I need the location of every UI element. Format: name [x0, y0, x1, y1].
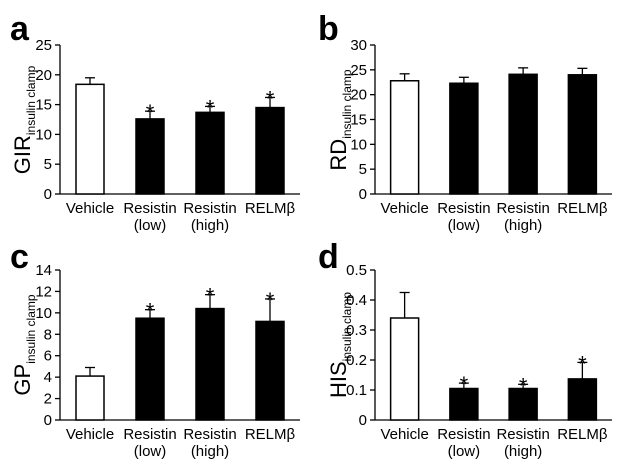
bar-relm [567, 74, 598, 195]
y-tick-label: 10 [35, 126, 52, 143]
y-tick-label: 0 [44, 412, 52, 429]
y-axis-label-subscript: insulin clamp [24, 65, 38, 135]
x-category-label-line2: (high) [504, 443, 542, 460]
y-tick-label: 0 [359, 412, 367, 429]
x-category-label-line2: (low) [134, 443, 167, 460]
x-category-label-line2: (high) [191, 217, 229, 234]
bar-resistin-high [195, 307, 225, 421]
panel-d: d HISinsulin clamp 0 0.1 0.2 0.3 0.4 0.5 Vehicle… [318, 238, 612, 460]
x-category-label: Vehicle [66, 200, 114, 217]
x-category-label: Resistin [496, 200, 549, 217]
significance-marker: * [266, 86, 275, 111]
bar-relm [255, 320, 285, 421]
bar-resistin-low [135, 317, 165, 421]
bar-relm [255, 106, 285, 195]
panel-a: a GIRinsulin clamp 0 5 10 15 20 25 Vehicle * Resis… [10, 10, 300, 234]
x-category-label-line2: (low) [448, 217, 481, 234]
significance-marker: * [519, 373, 528, 398]
y-axis-label-main: RD [326, 139, 351, 171]
bar-resistin-low [449, 387, 479, 421]
bar-relm [567, 378, 598, 421]
y-axis-label-c: GPinsulin clamp [10, 294, 38, 395]
y-tick-label: 0.1 [346, 382, 367, 399]
significance-marker: * [206, 284, 215, 309]
bar-vehicle [389, 317, 420, 421]
y-tick-label: 0.3 [346, 322, 367, 339]
y-tick-label: 25 [350, 62, 367, 79]
y-tick-label: 0.4 [346, 292, 367, 309]
x-category-label: RELMβ [557, 200, 608, 217]
significance-marker: * [460, 372, 469, 397]
panel-c: c GPinsulin clamp 0 2 4 6 8 10 12 14 Vehicle * Resis… [10, 238, 300, 460]
y-axis-label-subscript: insulin clamp [24, 294, 38, 364]
bar-resistin-low [135, 118, 165, 195]
y-tick-label: 10 [35, 305, 52, 322]
x-category-label: Resistin [496, 426, 549, 443]
y-tick-label: 0 [44, 186, 52, 203]
y-tick-label: 0.2 [346, 352, 367, 369]
y-tick-label: 14 [35, 262, 52, 279]
x-category-label: Resistin [437, 426, 490, 443]
x-category-label-line2: (low) [448, 443, 481, 460]
x-category-label: Resistin [183, 200, 236, 217]
bar-vehicle [389, 80, 420, 195]
x-category-label: Resistin [437, 200, 490, 217]
y-tick-label: 20 [35, 67, 52, 84]
significance-marker: * [146, 100, 155, 125]
y-axis-label-b: RDinsulin clamp [326, 69, 354, 170]
y-tick-label: 5 [44, 156, 52, 173]
y-tick-label: 0.5 [346, 262, 367, 279]
y-axis-label-main: GP [10, 364, 35, 396]
panel-letter-c: c [10, 238, 29, 276]
panel-letter-b: b [318, 10, 339, 48]
y-tick-label: 2 [44, 391, 52, 408]
x-category-label: Resistin [183, 426, 236, 443]
x-category-label: RELMβ [245, 200, 296, 217]
significance-marker: * [206, 95, 215, 120]
y-tick-label: 10 [350, 136, 367, 153]
y-tick-label: 15 [350, 112, 367, 129]
x-category-label: Vehicle [380, 426, 428, 443]
significance-marker: * [266, 288, 275, 313]
panel-b: b RDinsulin clamp 0 5 10 15 20 25 30 Vehicle Resis… [318, 10, 612, 234]
y-axis-label-subscript: insulin clamp [340, 69, 354, 139]
y-tick-label: 8 [44, 326, 52, 343]
x-category-label: Resistin [123, 200, 176, 217]
y-tick-label: 30 [350, 37, 367, 54]
y-tick-label: 6 [44, 348, 52, 365]
x-category-label: Resistin [123, 426, 176, 443]
panel-letter-d: d [318, 238, 339, 276]
y-tick-label: 12 [35, 283, 52, 300]
y-tick-label: 15 [35, 97, 52, 114]
bar-vehicle [75, 83, 105, 195]
bar-resistin-low [449, 82, 479, 195]
y-axis-label-a: GIRinsulin clamp [10, 65, 38, 174]
y-tick-label: 4 [44, 369, 52, 386]
bar-resistin-high [195, 111, 225, 195]
x-category-label: Vehicle [380, 200, 428, 217]
y-axis-label-main: GIR [10, 135, 35, 174]
y-tick-label: 0 [359, 186, 367, 203]
y-tick-label: 20 [350, 87, 367, 104]
y-axis-label-subscript: insulin clamp [340, 292, 354, 362]
significance-marker: * [146, 299, 155, 324]
y-axis-label-d: HISinsulin clamp [326, 292, 354, 398]
bar-resistin-high [508, 387, 538, 421]
x-category-label-line2: (low) [134, 217, 167, 234]
y-tick-label: 25 [35, 37, 52, 54]
y-axis-label-main: HIS [326, 361, 351, 398]
bar-vehicle [75, 375, 105, 421]
bar-resistin-high [508, 73, 538, 195]
x-category-label: Vehicle [66, 426, 114, 443]
significance-marker: * [578, 351, 587, 376]
panel-letter-a: a [10, 10, 30, 48]
x-category-label: RELMβ [245, 426, 296, 443]
x-category-label-line2: (high) [504, 217, 542, 234]
x-category-label: RELMβ [557, 426, 608, 443]
x-category-label-line2: (high) [191, 443, 229, 460]
y-tick-label: 5 [359, 161, 367, 178]
